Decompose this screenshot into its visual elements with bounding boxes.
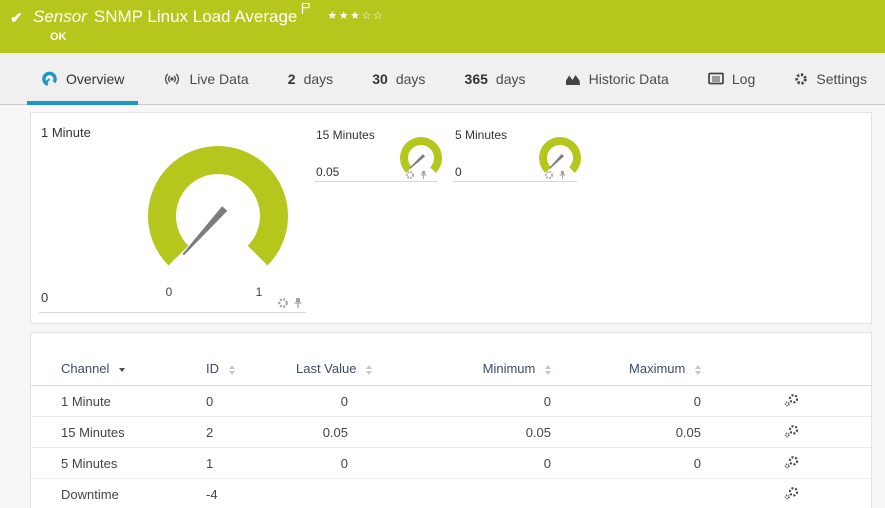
mini-gauge [400,137,442,173]
sort-icon [545,364,551,375]
channels-table: Channel ID Last Value Minimum [31,361,871,508]
tab-overview[interactable]: Overview [27,53,139,105]
gauge-5-minutes[interactable]: 5 Minutes 0 [453,123,581,185]
pin-icon[interactable] [558,170,567,180]
channel-settings-icon[interactable] [784,424,800,438]
table-row: 1 Minute 0 0 0 0 [31,385,871,417]
channel-settings-icon[interactable] [784,393,800,407]
table-row: 15 Minutes 2 0.05 0.05 0.05 [31,416,871,448]
tab-bar: Overview Live Data 2 days 30 days 365 da… [0,53,885,105]
content-area: 1 Minute 0 1 0 15 Minutes 0.05 [0,105,885,508]
gauge-settings-gear-icon[interactable] [544,170,554,180]
column-header-maximum[interactable]: Maximum [558,361,708,386]
pin-icon[interactable] [419,170,428,180]
ok-check-icon: ✔ [10,10,23,27]
tab-365-days[interactable]: 365 days [464,70,526,87]
tab-label: Historic Data [588,70,669,87]
gauge-icon [42,71,57,86]
column-header-id[interactable]: ID [206,361,296,386]
gauge-value: 0 [41,290,49,305]
flag-icon[interactable] [301,0,311,20]
sensor-status-bar: ✔ Sensor SNMP Linux Load Average ★★★☆☆ OK [0,0,885,53]
channel-minimum [371,478,558,508]
table-row: 5 Minutes 1 0 0 0 [31,447,871,479]
channel-settings-icon[interactable] [784,486,800,500]
tab-2-days[interactable]: 2 days [287,70,334,87]
tab-label: Overview [66,70,125,87]
channel-id: 1 [206,447,296,479]
area-chart-icon [565,74,580,85]
channel-settings-icon[interactable] [784,455,800,469]
tab-30-days[interactable]: 30 days [372,70,426,87]
pin-icon[interactable] [293,297,303,309]
tab-label: Settings [816,70,867,87]
tab-label: Log [731,70,756,87]
channel-last-value: 0 [296,385,371,417]
gauge-value: 0.05 [316,165,340,179]
tab-label: days [395,70,426,87]
channel-name[interactable]: 1 Minute [31,385,206,417]
channel-maximum [558,478,708,508]
channel-maximum: 0 [558,447,708,479]
status-badge: OK [50,31,67,43]
tab-label: days [303,70,334,87]
gauge-title: 5 Minutes [455,128,508,142]
gauge-title: 15 Minutes [316,128,375,142]
gauges-panel: 1 Minute 0 1 0 15 Minutes 0.05 [30,112,872,324]
channel-id: -4 [206,478,296,508]
channel-minimum: 0 [371,447,558,479]
channel-id: 2 [206,416,296,448]
live-data-icon [165,73,180,84]
sort-icon [695,364,701,375]
gauge-needle [182,206,228,256]
channel-maximum: 0.05 [558,416,708,448]
tab-log[interactable]: Log [694,53,769,104]
gauge-title: 1 Minute [41,125,91,140]
channel-name[interactable]: Downtime [31,478,206,508]
tab-historic-data[interactable]: Historic Data [551,53,683,104]
gauge-needle [548,154,564,170]
gauge-1-minute[interactable] [138,141,298,273]
channel-minimum: 0.05 [371,416,558,448]
channel-last-value: 0 [296,447,371,479]
column-header-channel[interactable]: Channel [31,361,206,386]
column-header-minimum[interactable]: Minimum [371,361,558,386]
gauge-settings-gear-icon[interactable] [277,297,289,309]
channel-id: 0 [206,385,296,417]
tab-live-data[interactable]: Live Data [149,53,262,104]
gauge-needle [409,154,426,169]
sort-desc-icon [119,367,126,372]
sort-icon [366,364,373,375]
sort-icon [228,364,235,375]
channels-panel: Channel ID Last Value Minimum [30,332,872,508]
log-list-icon [708,72,724,85]
object-kind: Sensor [33,7,87,26]
mini-gauge [539,137,581,173]
priority-stars[interactable]: ★★★☆☆ [327,10,385,22]
page-title: Sensor SNMP Linux Load Average ★★★☆☆ [33,2,385,27]
channel-maximum: 0 [558,385,708,417]
gauge-scale-max: 1 [255,285,263,299]
channel-name[interactable]: 15 Minutes [31,416,206,448]
channel-last-value [296,478,371,508]
table-row: Downtime -4 [31,478,871,508]
tab-settings[interactable]: Settings [780,53,881,104]
gauge-15-minutes[interactable]: 15 Minutes 0.05 [314,123,442,185]
tab-label: days [495,70,526,87]
gauge-value: 0 [455,165,462,179]
gauge-settings-gear-icon[interactable] [405,170,415,180]
sensor-name: SNMP Linux Load Average [93,7,298,26]
gear-icon [795,72,808,85]
tab-label: Live Data [189,70,249,87]
channel-name[interactable]: 5 Minutes [31,447,206,479]
channel-last-value: 0.05 [296,416,371,448]
column-header-last-value[interactable]: Last Value [296,361,373,386]
channel-minimum: 0 [371,385,558,417]
gauge-scale-min: 0 [165,285,173,299]
